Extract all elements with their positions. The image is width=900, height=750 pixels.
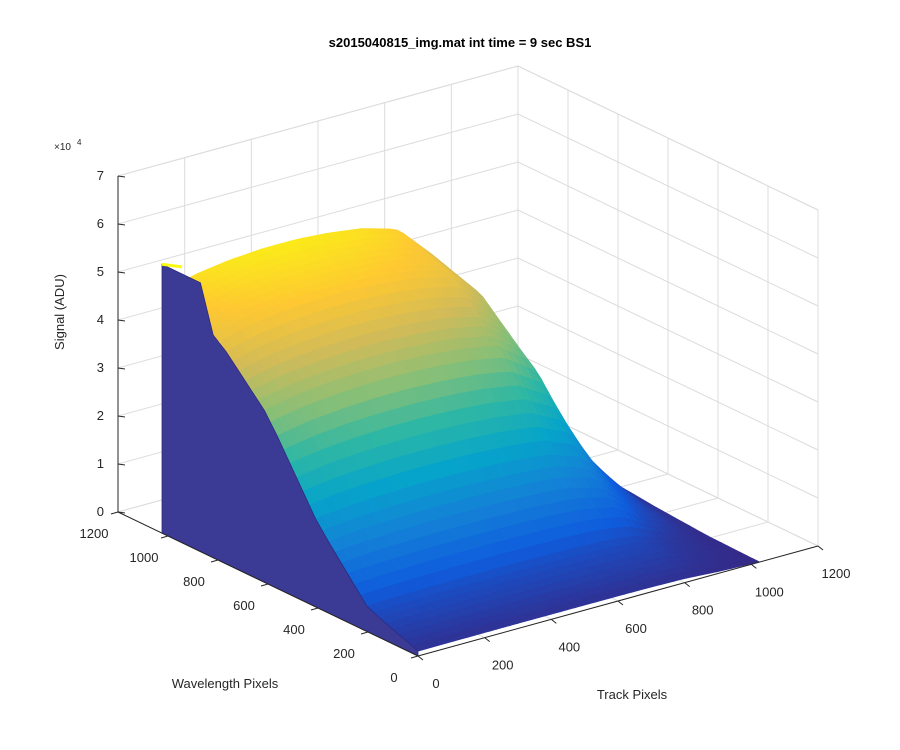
z-tick-mark (117, 175, 126, 178)
z-tick-label: 7 (97, 168, 104, 183)
z-tick-label: 2 (97, 408, 104, 423)
z-tick-label: 5 (97, 264, 104, 279)
x-tick-mark (751, 563, 757, 569)
y-axis-label: Wavelength Pixels (172, 676, 279, 691)
z-tick-mark (117, 367, 126, 370)
z-tick-label: 3 (97, 360, 104, 375)
z-tick-mark (117, 223, 126, 226)
grid-line (117, 65, 819, 211)
x-tick-label: 200 (492, 658, 514, 673)
y-tick-label: 400 (283, 622, 305, 637)
surface-mesh (161, 228, 761, 657)
y-tick-mark (260, 583, 269, 587)
x-tick-label: 1200 (822, 566, 851, 581)
grid-line (117, 161, 819, 307)
z-tick-mark (117, 415, 126, 418)
y-tick-label: 0 (390, 670, 397, 685)
x-tick-mark (551, 618, 557, 624)
y-tick-label: 200 (333, 646, 355, 661)
x-tick-mark (484, 637, 490, 643)
z-exponent-base: ×10 (54, 142, 71, 153)
z-axis-label: Signal (ADU) (52, 274, 67, 350)
z-tick-label: 1 (97, 456, 104, 471)
x-tick-label: 0 (432, 676, 439, 691)
y-tick-mark (210, 559, 219, 563)
y-tick-label: 1200 (80, 526, 109, 541)
x-axis-label: Track Pixels (597, 687, 668, 702)
y-axis-ticks: 0 200 400 600 800 1000 1200 (80, 511, 419, 685)
grid-line (117, 65, 819, 211)
y-tick-mark (410, 655, 419, 659)
surface-crest (161, 262, 183, 269)
y-tick-mark (360, 631, 369, 635)
x-tick-label: 600 (625, 621, 647, 636)
z-tick-mark (117, 511, 126, 514)
x-tick-label: 1000 (755, 584, 784, 599)
x-tick-label: 800 (692, 603, 714, 618)
z-tick-label: 0 (97, 504, 104, 519)
z-tick-mark (117, 319, 126, 322)
z-tick-label: 6 (97, 216, 104, 231)
y-tick-label: 1000 (130, 550, 159, 565)
z-tick-label: 4 (97, 312, 104, 327)
x-tick-mark (684, 582, 690, 588)
y-tick-mark (310, 607, 319, 611)
x-axis-ticks: 0 200 400 600 800 1000 1200 (417, 545, 851, 691)
z-tick-mark (117, 463, 126, 466)
x-tick-mark (617, 600, 624, 606)
y-tick-label: 800 (183, 574, 205, 589)
z-axis-ticks: 0 1 2 3 4 5 6 7 (97, 168, 126, 519)
y-tick-mark (110, 511, 119, 515)
x-tick-label: 400 (558, 639, 580, 654)
z-exponent-power: 4 (77, 138, 82, 147)
x-tick-mark (817, 545, 824, 551)
chart-title: s2015040815_img.mat int time = 9 sec BS1 (329, 35, 592, 50)
surface-edge-wall (161, 263, 419, 657)
x-tick-mark (417, 655, 424, 661)
y-tick-label: 600 (233, 598, 255, 613)
grid-line (117, 113, 819, 259)
z-tick-mark (117, 271, 126, 274)
y-tick-mark (160, 535, 169, 539)
